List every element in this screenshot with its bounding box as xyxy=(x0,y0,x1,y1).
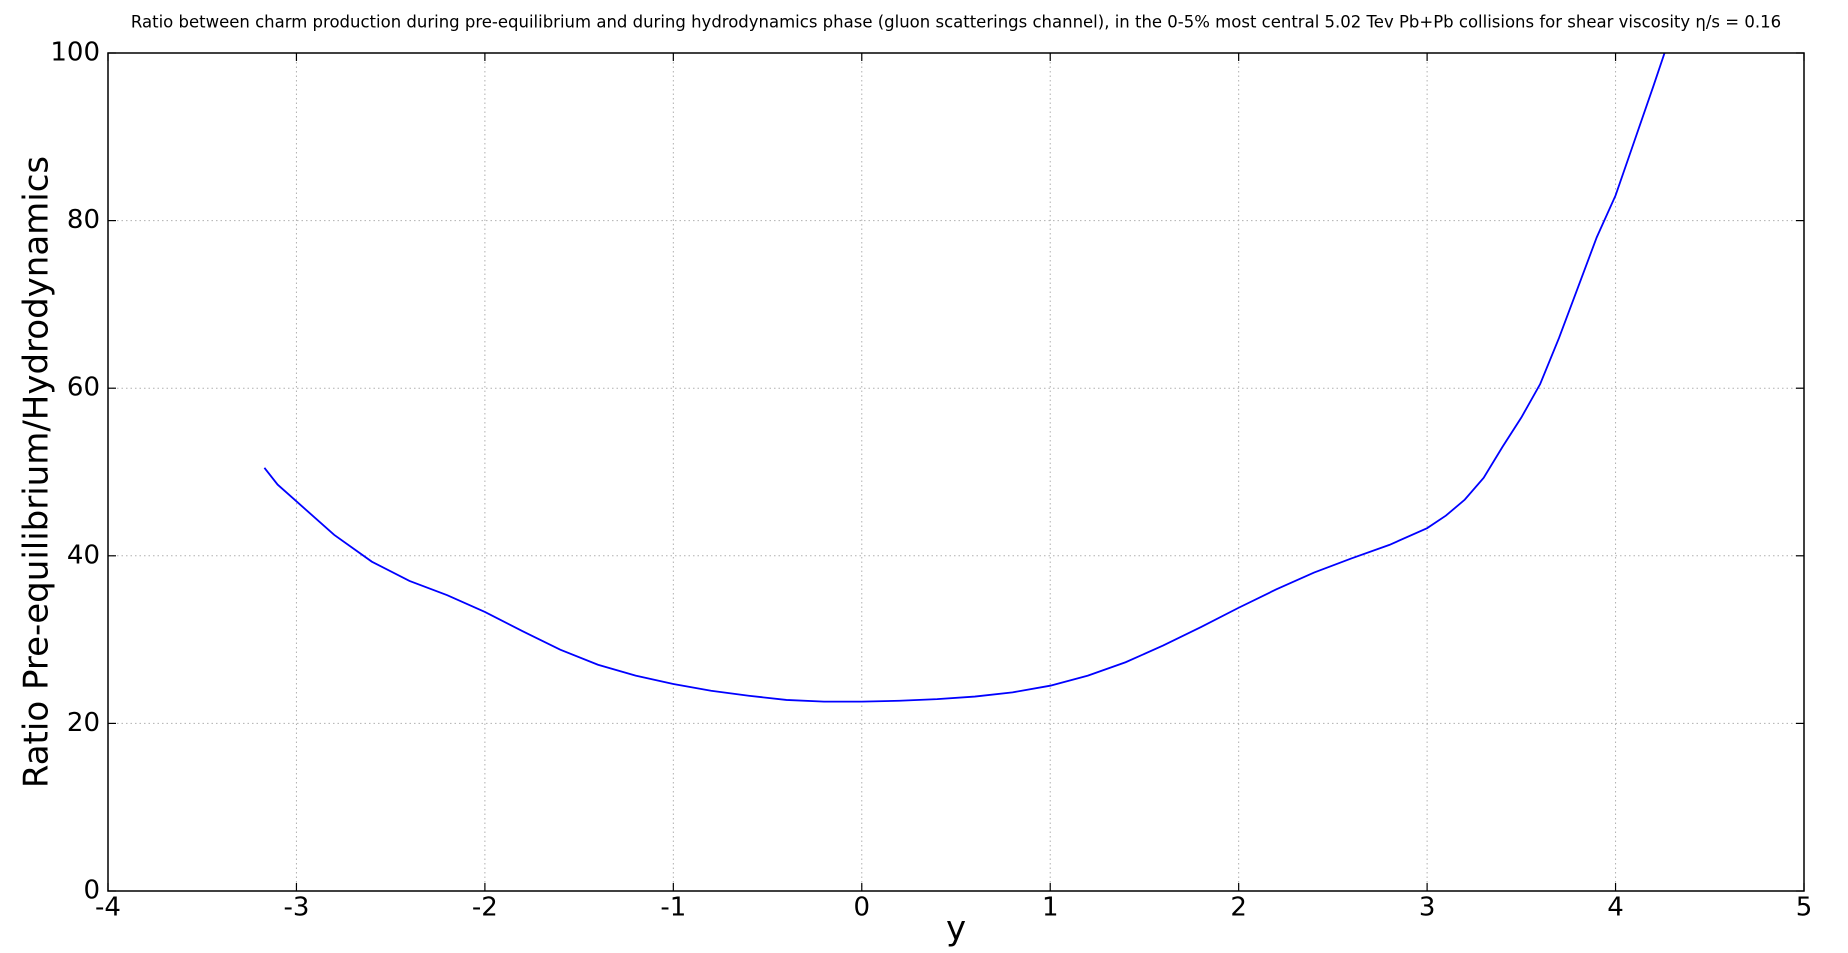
x-tick-label: 0 xyxy=(854,893,871,923)
y-tick-label: 60 xyxy=(67,373,100,403)
x-tick-label: 1 xyxy=(1042,893,1059,923)
y-tick-label: 20 xyxy=(67,708,100,738)
x-tick-label: 2 xyxy=(1230,893,1247,923)
y-tick-label: 0 xyxy=(83,876,100,906)
chart-title: Ratio between charm production during pr… xyxy=(131,13,1781,32)
x-tick-label: -4 xyxy=(95,893,121,923)
plot-frame xyxy=(107,52,1805,892)
x-tick-label: -3 xyxy=(283,893,309,923)
x-tick-label: 3 xyxy=(1419,893,1436,923)
y-tick-label: 100 xyxy=(50,38,100,68)
x-tick-label: 4 xyxy=(1607,893,1624,923)
y-tick-label: 80 xyxy=(67,205,100,235)
data-line xyxy=(263,53,1666,703)
x-axis-label: y xyxy=(946,909,966,949)
x-tick-label: -1 xyxy=(660,893,686,923)
y-axis-label: Ratio Pre-equilibrium/Hydrodynamics xyxy=(17,156,57,788)
x-tick-label: -2 xyxy=(472,893,498,923)
x-tick-label: 5 xyxy=(1796,893,1813,923)
y-tick-label: 40 xyxy=(67,540,100,570)
